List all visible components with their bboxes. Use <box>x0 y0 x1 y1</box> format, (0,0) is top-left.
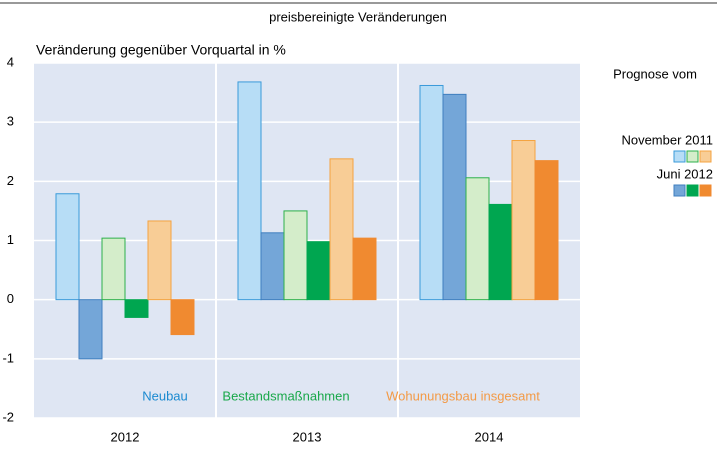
bar <box>488 203 513 301</box>
y-tick-label: 0 <box>7 291 14 306</box>
bar <box>260 232 285 301</box>
group-label: Bestandsmaßnahmen <box>222 388 349 403</box>
bar <box>442 93 467 301</box>
legend-swatch <box>673 150 686 163</box>
bar <box>511 140 536 301</box>
x-tick-label: 2013 <box>293 429 322 444</box>
bar <box>329 158 354 301</box>
y-tick-label: 3 <box>7 114 14 129</box>
x-tick-label: 2014 <box>475 429 504 444</box>
bar <box>55 193 80 301</box>
legend-label: November 2011 <box>621 132 713 147</box>
y-tick-label: 4 <box>7 54 14 69</box>
x-tick-label: 2012 <box>111 429 140 444</box>
y-tick-label: 2 <box>7 173 14 188</box>
bar <box>419 84 444 301</box>
legend-swatch <box>699 184 712 197</box>
y-tick-label: -2 <box>2 409 14 424</box>
bar <box>237 81 262 301</box>
legend-swatch <box>673 184 686 197</box>
bar <box>534 160 559 301</box>
y-tick-label: -1 <box>2 350 14 365</box>
bar <box>101 237 126 301</box>
bar <box>147 220 172 301</box>
legend-swatch <box>686 150 699 163</box>
chart-title: preisbereinigte Veränderungen <box>269 9 447 24</box>
bar <box>78 299 103 360</box>
bar <box>170 299 195 336</box>
y-tick-label: 1 <box>7 232 14 247</box>
bar <box>465 177 490 301</box>
bar <box>306 241 331 301</box>
group-label: Neubau <box>142 388 188 403</box>
group-label: Wohunungsbau insgesamt <box>386 388 540 403</box>
bar <box>283 210 308 301</box>
legend-swatch <box>686 184 699 197</box>
bar <box>352 237 377 301</box>
y-axis-label: Veränderung gegenüber Vorquartal in % <box>36 42 286 58</box>
legend-swatch <box>699 150 712 163</box>
bar <box>124 299 149 318</box>
legend-label: Juni 2012 <box>657 166 713 181</box>
legend-title: Prognose vom <box>613 66 697 81</box>
